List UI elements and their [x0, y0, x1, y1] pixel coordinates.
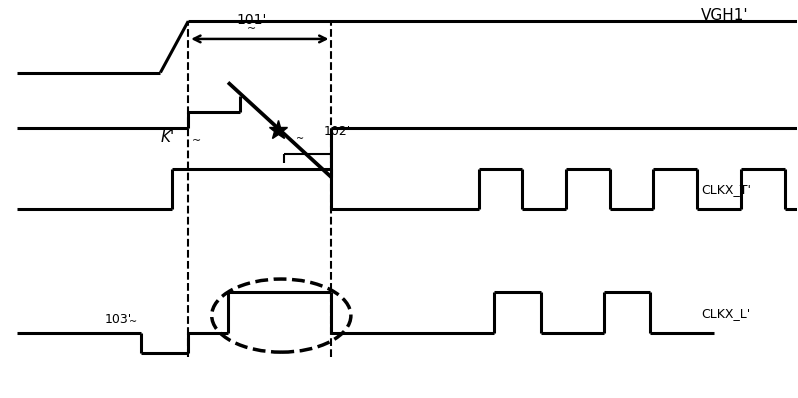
Text: ~: ~ [192, 136, 201, 146]
Text: 102': 102' [323, 125, 350, 138]
Text: ~: ~ [247, 24, 256, 34]
Text: K': K' [160, 130, 175, 145]
Text: 103': 103' [105, 313, 132, 326]
Text: ~: ~ [295, 135, 304, 144]
Text: ~: ~ [128, 318, 136, 328]
Text: CLKX_L': CLKX_L' [701, 307, 750, 320]
Text: 101': 101' [237, 13, 267, 27]
Text: CLKX_T': CLKX_T' [701, 183, 751, 196]
Text: VGH1': VGH1' [701, 8, 749, 23]
